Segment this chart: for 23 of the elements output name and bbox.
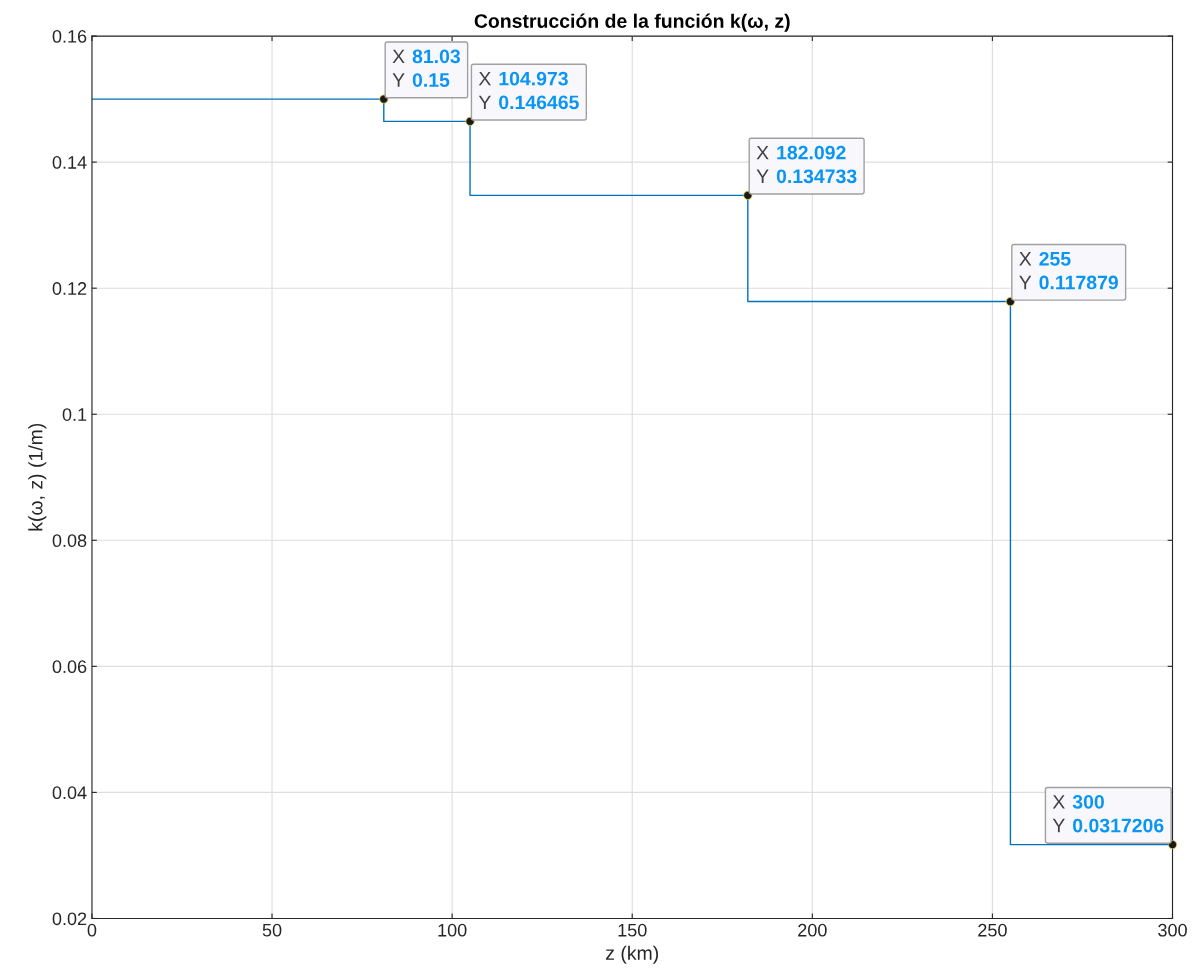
chart-title: Construcción de la función k(ω, z) [474, 13, 790, 32]
x-tick-label: 300 [1158, 923, 1187, 937]
y-tick-label: 0.1 [62, 408, 87, 421]
y-tick-label: 0.12 [52, 282, 87, 295]
annotation: X 81.03 Y 0.15 [392, 49, 460, 87]
x-tick-label: 150 [618, 923, 647, 937]
annotation: X 182.092 Y 0.134733 [756, 145, 857, 184]
y-tick-label: 0.06 [52, 660, 87, 674]
y-tick-label: 0.16 [52, 30, 87, 43]
x-tick-label: 100 [438, 923, 467, 937]
x-tick-label: 200 [798, 923, 827, 937]
annotation: X 104.973 Y 0.146465 [478, 71, 579, 110]
annotation: X 255 Y 0.117879 [1019, 251, 1118, 290]
y-tick-label: 0.04 [52, 786, 87, 800]
x-tick-label: 250 [978, 923, 1007, 937]
y-axis-title: k(ω, z) (1/m) [28, 423, 47, 531]
x-tick-label: 50 [262, 923, 282, 937]
y-tick-label: 0.02 [52, 912, 87, 926]
annotation: X 300 Y 0.0317206 [1052, 794, 1164, 833]
y-tick-label: 0.08 [52, 534, 87, 548]
x-axis-title: z (km) [606, 945, 659, 964]
x-tick-label: 0 [87, 923, 97, 937]
y-tick-label: 0.14 [52, 156, 87, 169]
